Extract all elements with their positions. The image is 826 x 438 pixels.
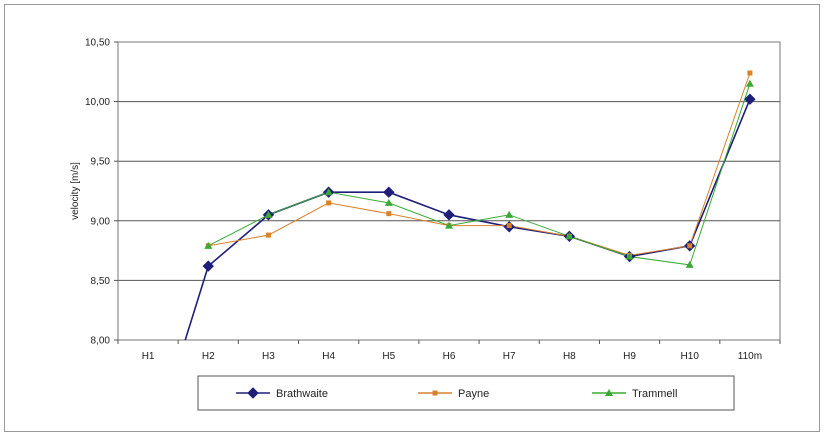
- y-tick-label: 9,00: [91, 216, 111, 227]
- point-payne: [506, 223, 512, 229]
- legend-label-brathwaite: Brathwaite: [276, 388, 328, 400]
- point-payne: [386, 211, 392, 217]
- point-payne: [326, 200, 332, 206]
- point-trammell: [565, 232, 574, 240]
- point-payne: [265, 232, 271, 238]
- point-trammell: [625, 252, 634, 260]
- y-tick-label: 9,50: [91, 157, 111, 168]
- point-trammell: [264, 210, 273, 218]
- legend-marker-brathwaite: [247, 387, 259, 399]
- point-brathwaite: [443, 209, 455, 221]
- x-tick-label: H9: [623, 351, 636, 362]
- plot-area: [117, 41, 781, 341]
- legend-label-payne: Payne: [458, 388, 489, 400]
- series-line-payne: [208, 72, 751, 256]
- y-tick-label: 8,00: [91, 336, 111, 347]
- point-trammell: [324, 188, 333, 196]
- y-tick-label: 8,50: [91, 276, 111, 287]
- y-axis-ticks: 8,00 8,50 9,00 9,50 10,00 10,50: [85, 38, 118, 347]
- x-tick-label: 110m: [738, 351, 762, 362]
- point-brathwaite: [744, 93, 756, 105]
- point-trammell: [384, 198, 393, 206]
- x-tick-label: H2: [202, 351, 215, 362]
- legend-marker-trammell: [605, 389, 613, 396]
- point-trammell: [505, 210, 514, 218]
- point-trammell: [745, 79, 754, 87]
- x-tick-label: H1: [142, 351, 155, 362]
- point-trammell: [685, 260, 694, 268]
- point-payne: [687, 243, 693, 249]
- point-brathwaite: [383, 186, 395, 198]
- y-axis-label: velocity [m/s]: [70, 162, 81, 220]
- x-axis-ticks: H1 H2 H3 H4 H5 H6 H7 H8 H9 H10 110m: [117, 340, 781, 362]
- x-tick-label: H8: [563, 351, 576, 362]
- point-trammell: [445, 221, 453, 229]
- legend-box: [197, 375, 735, 411]
- y-tick-label: 10,50: [85, 38, 110, 49]
- y-tick-label: 10,00: [85, 97, 110, 108]
- chart-frame: [4, 4, 820, 432]
- x-tick-label: H7: [503, 351, 516, 362]
- x-tick-label: H6: [443, 351, 456, 362]
- gridlines: [118, 101, 780, 281]
- x-tick-label: H4: [322, 351, 335, 362]
- point-brathwaite: [202, 260, 214, 272]
- x-tick-label: H3: [262, 351, 275, 362]
- point-trammell: [204, 241, 213, 249]
- legend-marker-payne: [432, 390, 438, 396]
- series-line-trammell: [208, 83, 751, 266]
- legend: Brathwaite Payne Trammell: [197, 375, 735, 411]
- x-tick-label: H10: [681, 351, 700, 362]
- x-tick-label: H5: [382, 351, 395, 362]
- legend-label-trammell: Trammell: [632, 388, 677, 400]
- point-payne: [747, 70, 753, 76]
- series-markers: [202, 70, 756, 272]
